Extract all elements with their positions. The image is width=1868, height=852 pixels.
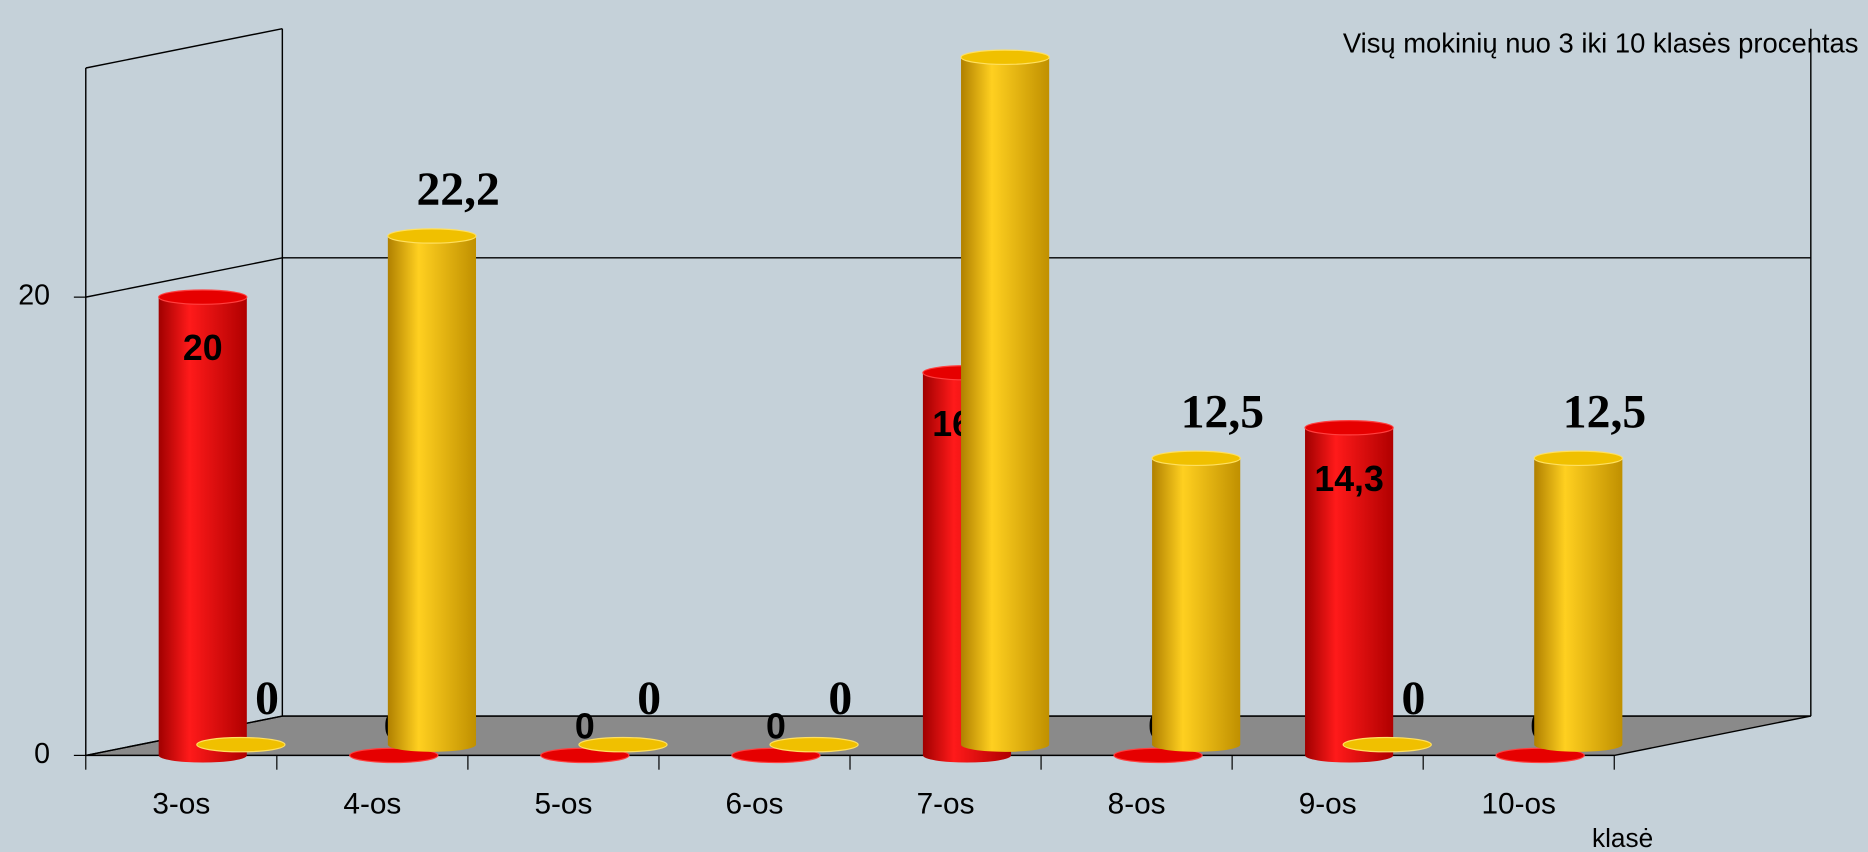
x-axis-label: klasė <box>1592 823 1653 852</box>
y-tick-label: 0 <box>34 738 50 770</box>
value-label: 0 <box>255 673 279 725</box>
value-label: 0 <box>766 707 786 747</box>
value-label: 20 <box>183 328 223 368</box>
cylinder <box>1113 747 1203 764</box>
grid-line <box>85 715 1811 757</box>
cylinder-body <box>387 236 477 752</box>
value-label: 0 <box>575 707 595 747</box>
x-tick-label: 6-os <box>726 787 784 820</box>
cylinder <box>769 736 859 753</box>
plot: 0 20 3-os 4-os 5-os 6-os 7-os 8-os 9-os 10-os 20 0 0… <box>18 49 1811 820</box>
x-tick-label: 7-os <box>917 787 975 820</box>
x-tick-label: 4-os <box>343 787 401 820</box>
cylinder <box>578 736 668 753</box>
value-label: 0 <box>1402 673 1426 725</box>
annotation: Visų mokinių nuo 3 iki 10 klasės procent… <box>1343 28 1859 59</box>
value-label: 14,3 <box>1314 459 1384 499</box>
cylinder-top <box>1304 419 1394 436</box>
value-label: 0 <box>828 673 852 725</box>
cylinder <box>960 49 1050 752</box>
cylinder-body <box>961 57 1050 752</box>
cylinder-top <box>196 736 286 753</box>
cylinder <box>1151 450 1241 752</box>
cylinder-top <box>387 228 477 244</box>
value-label: 0 <box>637 673 661 725</box>
cylinder <box>196 736 286 753</box>
cylinder <box>1304 419 1394 763</box>
cylinder <box>387 228 477 752</box>
x-tick-label: 3-os <box>152 787 210 820</box>
cylinder <box>158 289 248 763</box>
cylinder-body <box>1305 427 1394 763</box>
cylinder-body <box>158 297 247 763</box>
cylinder-top <box>1342 736 1432 753</box>
value-label: 22,2 <box>416 164 499 216</box>
grid-line <box>85 257 1811 298</box>
left-wall-top <box>85 27 283 69</box>
cylinder-top <box>578 736 668 753</box>
cylinder <box>349 747 439 764</box>
cylinder <box>1495 747 1585 764</box>
cylinder-top <box>1151 450 1241 467</box>
cylinder-top <box>960 49 1050 66</box>
cylinder-top <box>1533 450 1623 467</box>
cylinder <box>1533 450 1623 752</box>
cylinder-top <box>158 289 248 305</box>
x-tick-label: 10-os <box>1481 787 1555 820</box>
value-label: 12,5 <box>1181 387 1264 439</box>
x-tick-label: 9-os <box>1299 787 1357 820</box>
cylinder-top <box>769 736 859 753</box>
x-tick-label: 8-os <box>1108 787 1166 820</box>
cylinder <box>731 747 821 764</box>
value-label: 12,5 <box>1563 387 1646 439</box>
cylinder-body <box>1152 458 1241 752</box>
x-tick-label: 5-os <box>534 787 592 820</box>
y-tick-label: 20 <box>18 280 50 312</box>
cylinder <box>1342 736 1432 753</box>
cylinder-body <box>1534 458 1623 752</box>
